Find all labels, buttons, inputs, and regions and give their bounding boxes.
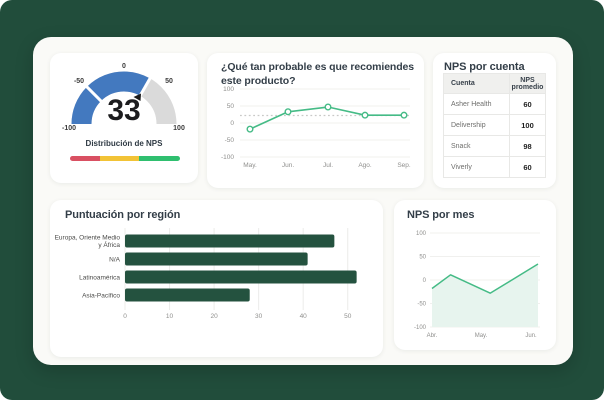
data-point — [361, 111, 369, 119]
recommend-question-title: ¿Qué tan probable es que recomiendes est… — [221, 61, 415, 87]
column-header-nps-promedio: NPS promedio — [509, 73, 546, 94]
axis-tick-label: -100 — [414, 325, 427, 331]
distribution-segment-pasivos — [99, 156, 140, 161]
account-score-cell: 60 — [509, 93, 546, 115]
axis-tick-label: -100 — [221, 154, 234, 161]
axis-tick-label: 0 — [423, 278, 427, 284]
gauge-scale-label: 50 — [165, 78, 173, 85]
axis-tick-label: Jun. — [525, 333, 537, 339]
gauge-scale-label: 100 — [173, 125, 185, 132]
region-score-card: Puntuación por región 0 10 20 30 40 50 Europa,… — [50, 200, 383, 357]
axis-tick-label: 30 — [255, 313, 263, 320]
account-name-cell: Snack — [443, 135, 510, 157]
recommend-line-chart: 100 50 0 -50 -100 May. Jun. Jul. Ago. Sep. — [221, 86, 411, 169]
column-header-cuenta: Cuenta — [443, 73, 510, 94]
account-name-cell: Viverly — [443, 156, 510, 178]
account-score-cell: 60 — [509, 156, 546, 178]
gauge-scale-label: -50 — [74, 78, 84, 85]
gauge-scale-label: -100 — [62, 125, 76, 132]
axis-tick-label: Jun. — [282, 162, 294, 169]
gauge-legend-title: Distribución de NPS — [85, 139, 163, 148]
axis-tick-label: May. — [243, 162, 257, 169]
axis-tick-label: Abr. — [427, 333, 438, 339]
gauge-needle — [133, 93, 141, 101]
table-row: Viverly 60 — [443, 156, 546, 178]
region-score-title: Puntuación por región — [65, 209, 181, 221]
axis-tick-label: Jul. — [323, 162, 333, 169]
axis-tick-label: 100 — [223, 86, 234, 93]
axis-tick-label: 0 — [230, 120, 234, 127]
bar — [125, 288, 250, 302]
account-score-cell: 98 — [509, 135, 546, 157]
axis-tick-label: 100 — [416, 231, 427, 237]
gauge-value: 33 — [107, 94, 140, 127]
distribution-segment-promotores — [139, 156, 180, 161]
accounts-title: NPS por cuenta — [444, 61, 525, 73]
category-label: y África — [98, 240, 120, 249]
category-label: N/A — [109, 257, 121, 264]
category-label: Asia-Pacífico — [82, 293, 120, 300]
line-series — [431, 263, 539, 294]
bar — [125, 234, 335, 248]
data-point — [324, 103, 332, 111]
area-fill — [432, 264, 538, 327]
axis-tick-label: Ago. — [358, 162, 372, 169]
account-name-cell: Delivership — [443, 114, 510, 136]
nps-month-card: NPS por mes 100 50 0 -50 -100 Abr. May. Jun. — [394, 200, 556, 350]
axis-tick-label: 20 — [210, 313, 218, 320]
axis-tick-label: -50 — [225, 137, 235, 144]
category-label: Europa, Oriente Medio — [55, 235, 121, 242]
account-score-cell: 100 — [509, 114, 546, 136]
data-point — [284, 108, 292, 116]
recommend-question-card: ¿Qué tan probable es que recomiendes est… — [207, 53, 424, 188]
accounts-card: NPS por cuenta Cuenta NPS promedio Asher… — [433, 53, 556, 188]
axis-tick-label: 50 — [419, 255, 426, 261]
accounts-table: Cuenta NPS promedio Asher Health 60 Delive… — [443, 73, 546, 178]
nps-gauge: 0 -50 50 -100 100 33 — [62, 63, 185, 132]
table-row: Snack 98 — [443, 135, 546, 157]
table-header-row: Cuenta NPS promedio — [443, 73, 546, 94]
distribution-segment-detractores — [70, 156, 100, 161]
table-row: Asher Health 60 — [443, 93, 546, 115]
axis-tick-label: -50 — [417, 302, 426, 308]
account-name-cell: Asher Health — [443, 93, 510, 115]
nps-month-title: NPS por mes — [407, 209, 475, 221]
table-row: Delivership 100 — [443, 114, 546, 136]
gauge-scale-label: 0 — [122, 63, 126, 70]
dashboard-panel: 0 -50 50 -100 100 33 Distribución de NPS ¿Qué… — [33, 37, 573, 365]
axis-tick-label: 50 — [227, 103, 235, 110]
axis-tick-label: 10 — [166, 313, 174, 320]
bar — [125, 270, 357, 284]
nps-gauge-card: 0 -50 50 -100 100 33 Distribución de NPS — [50, 53, 198, 183]
data-point — [246, 125, 254, 133]
nps-distribution-bar — [70, 156, 180, 161]
bar — [125, 252, 308, 266]
category-label: Latinoamérica — [79, 275, 120, 282]
gauge-arc-filled — [71, 71, 177, 125]
axis-tick-label: May. — [475, 333, 488, 339]
axis-tick-label: Sep. — [397, 162, 411, 169]
data-point — [400, 111, 408, 119]
axis-tick-label: 50 — [344, 313, 352, 320]
axis-tick-label: 40 — [300, 313, 308, 320]
gauge-tick — [84, 84, 104, 104]
axis-tick-label: 0 — [123, 313, 127, 320]
